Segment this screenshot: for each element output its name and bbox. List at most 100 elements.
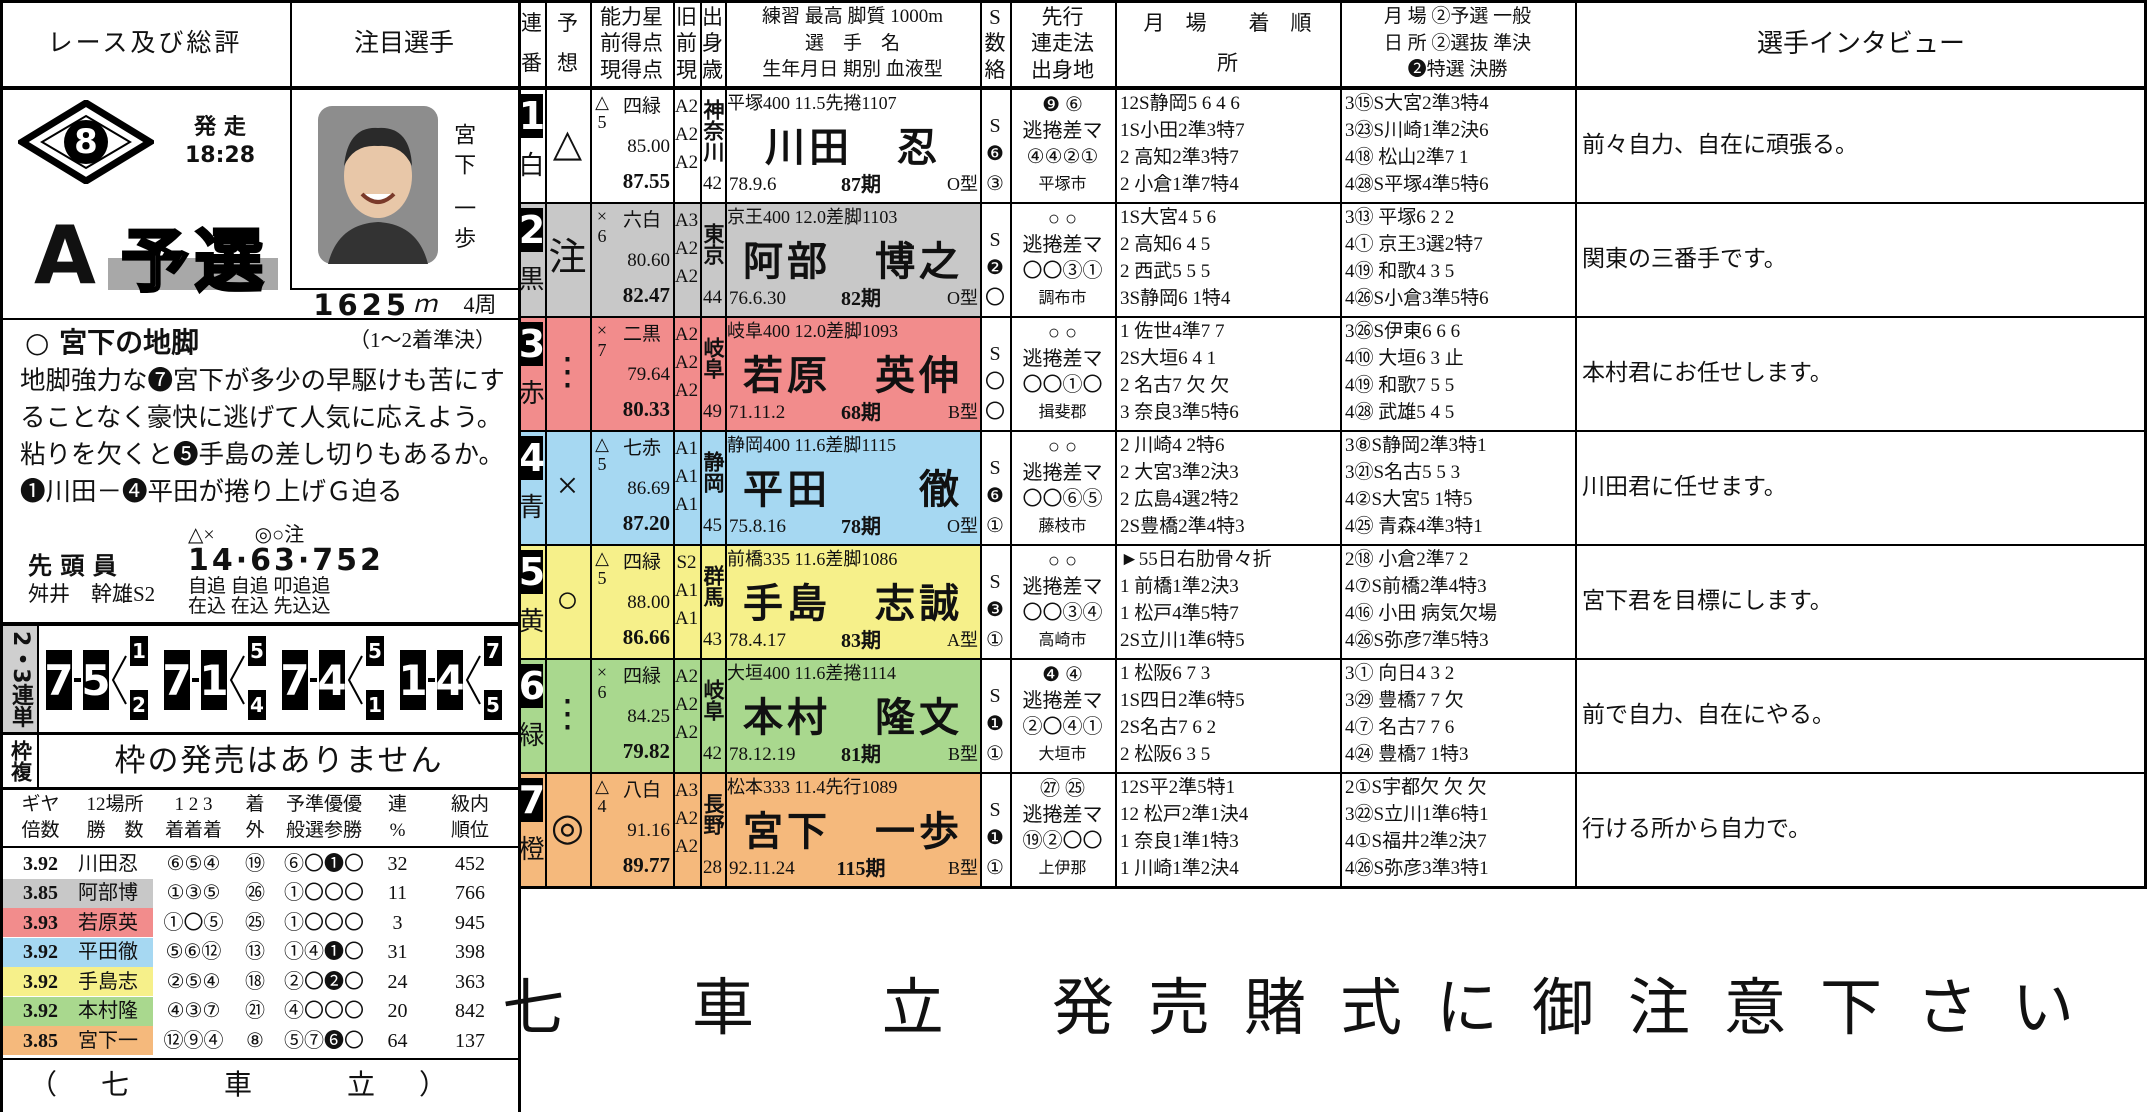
- rule: [590, 0, 592, 886]
- pick-number: 4: [435, 650, 465, 710]
- class: A3: [674, 779, 699, 801]
- s-mark: S: [989, 799, 1001, 821]
- recent-result: 1 奈良1準1特3: [1120, 831, 1239, 853]
- lead-count: ○ ○: [1047, 322, 1078, 344]
- stats-cell: ①④❶〇: [284, 941, 364, 963]
- blood-type: O型: [947, 288, 978, 309]
- rule: [37, 626, 39, 732]
- recent-result: ►55日右肋骨々折: [1120, 549, 1272, 571]
- recent-result: 3 奈良3準5特6: [1120, 402, 1239, 424]
- rule: [74, 678, 81, 682]
- prev-score: 91.16: [627, 819, 670, 841]
- star-count: 6: [597, 682, 607, 703]
- class: A3: [674, 209, 699, 231]
- hometown: 調布市: [1038, 290, 1087, 308]
- s-count: ❶: [986, 713, 1004, 735]
- star-mark: △: [595, 548, 609, 569]
- stats-cell: 本村隆: [78, 1000, 138, 1022]
- interview: 前々自力、自在に頑張る。: [1582, 132, 1858, 158]
- stats-cell: ⑱: [245, 970, 265, 993]
- s-count: ❻: [986, 485, 1004, 507]
- recent-result-2: 4⑲ 和歌4 3 5: [1345, 261, 1455, 283]
- s-involved: ①: [986, 857, 1004, 879]
- stats-cell: ①〇⑤: [163, 911, 224, 934]
- comment-note: （1～2着準決）: [349, 328, 496, 353]
- rule: [545, 0, 547, 886]
- column-header: 出: [702, 4, 723, 29]
- stats-cell: 阿部博: [78, 882, 138, 904]
- pick-bracket: [110, 650, 128, 710]
- recent-result-2: 3㉓S川崎1準2決6: [1345, 120, 1489, 142]
- recent-result: 2 広島4選2特2: [1120, 489, 1239, 511]
- prev-score: 86.69: [627, 477, 670, 499]
- rule: [673, 0, 675, 886]
- rule: [1115, 0, 1117, 886]
- stats-cell: ㉖: [245, 882, 265, 904]
- interview: 行ける所から自力で。: [1582, 816, 1812, 842]
- consecutive: 〇〇⑥⑤: [1022, 488, 1103, 510]
- age: 44: [703, 286, 722, 308]
- rule: [518, 772, 2147, 774]
- stats-cell: 31: [387, 941, 408, 963]
- stats-header: %: [389, 819, 406, 841]
- recent-result: 2 大宮3準2決3: [1120, 462, 1239, 484]
- consecutive: ②〇④①: [1022, 716, 1103, 738]
- rider-name: 川田 忍: [765, 125, 941, 171]
- current-score: 82.47: [622, 283, 670, 308]
- recent-result: 1 松戸4準5特7: [1120, 603, 1239, 625]
- term: 68期: [841, 402, 881, 424]
- class: S2: [676, 551, 697, 573]
- row-shade: [518, 88, 980, 202]
- rule: [518, 316, 2147, 318]
- class: A2: [674, 351, 699, 373]
- term: 81期: [841, 744, 881, 766]
- class: A1: [674, 437, 699, 459]
- rider-name: 手島 志誠: [743, 581, 963, 627]
- rider-number: 1: [518, 94, 546, 138]
- s-count: ❶: [986, 827, 1004, 849]
- recent-result-2: 3㉙ 豊橋7 7 欠: [1345, 690, 1464, 712]
- prediction: ◎: [550, 807, 585, 850]
- row-shade: [518, 316, 980, 430]
- pick-number: 7: [280, 650, 310, 710]
- star-mark: △: [595, 434, 609, 455]
- prediction: ⋮: [548, 693, 587, 736]
- star-mark: △: [595, 776, 609, 797]
- banner-count: 七 車 立: [502, 971, 998, 1044]
- section-header: レース及び総評: [47, 30, 243, 58]
- recent-result-2: 2⑱ 小倉2準7 2: [1345, 549, 1469, 571]
- column-header: 現得点: [600, 58, 663, 83]
- run-style: 逃捲差マ: [1022, 690, 1103, 712]
- practice: 大垣400 11.6差捲1114: [727, 663, 896, 684]
- stats-cell: ④③⑦: [166, 1000, 221, 1022]
- stats-cell: 137: [455, 1029, 485, 1052]
- stats-cell: 3.93: [23, 911, 58, 934]
- start-label: 発 走: [194, 115, 246, 140]
- recent-result-2: 4⑲ 和歌7 5 5: [1345, 375, 1455, 397]
- column-header: 所: [1217, 51, 1238, 76]
- column-header: 月 場 ②予選 一般: [1383, 5, 1532, 27]
- s-involved: ①: [986, 743, 1004, 765]
- rule: [290, 288, 518, 290]
- race-grade: A: [34, 208, 96, 302]
- prefecture: 岐阜: [701, 337, 726, 379]
- rule: [37, 735, 39, 787]
- s-count: ❷: [986, 257, 1004, 279]
- class: A2: [674, 151, 699, 173]
- pick-bracket: [464, 650, 482, 710]
- recent-result: 2 高知6 4 5: [1120, 234, 1211, 256]
- color-name: 緑: [518, 720, 545, 750]
- row-shade: [518, 772, 980, 886]
- s-involved: 〇: [985, 401, 1005, 423]
- stats-cell: ⑥〇❶〇: [284, 852, 364, 875]
- stats-header: 1 2 3: [174, 793, 213, 815]
- color-name: 黒: [518, 264, 545, 294]
- rider-name: 平田 徹: [743, 467, 963, 513]
- term: 115期: [836, 858, 886, 880]
- stats-cell: 3.85: [23, 882, 58, 904]
- stats-header: 連: [387, 793, 407, 815]
- s-mark: S: [989, 457, 1001, 479]
- rule: [0, 732, 518, 735]
- s-mark: S: [989, 229, 1001, 251]
- star-count: 5: [597, 568, 607, 589]
